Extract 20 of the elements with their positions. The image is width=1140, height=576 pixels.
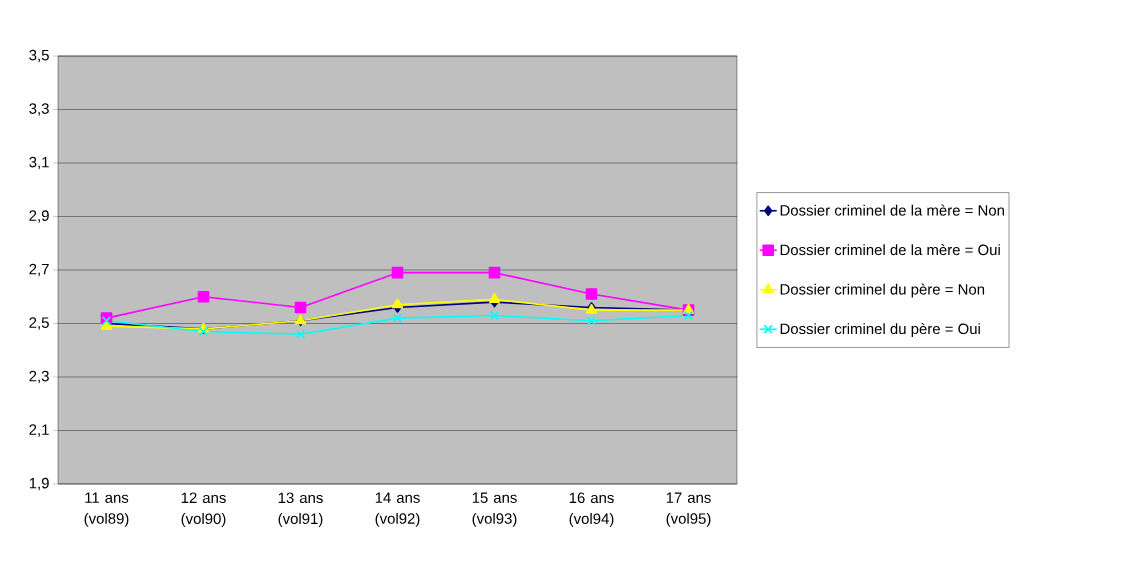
x-tick-label: 15 ans (vol93): [472, 492, 517, 527]
x-tick-label: 14 ans (vol92): [375, 492, 420, 527]
y-tick-label: 2,5: [29, 317, 49, 330]
x-tick-label: 16 ans (vol94): [569, 492, 614, 527]
y-tick-label: 2,1: [29, 424, 49, 437]
legend-label: Dossier criminel de la mère = Oui: [780, 244, 1000, 256]
x-tick-label: 12 ans (vol90): [181, 492, 226, 527]
y-tick-label: 3,3: [29, 103, 49, 116]
y-tick-label: 3,5: [29, 49, 49, 63]
legend-label: Dossier criminel de la mère = Non: [780, 204, 1004, 216]
y-tick-label: 2,3: [29, 370, 49, 384]
x-tick-label: 17 ans (vol95): [666, 492, 711, 527]
x-tick-label: 13 ans (vol91): [278, 492, 323, 527]
y-tick-label: 2,9: [29, 210, 49, 223]
legend-label: Dossier criminel du père = Non: [780, 283, 985, 298]
y-tick-label: 1,9: [29, 477, 49, 491]
x-tick-label: 11 ans (vol89): [84, 492, 129, 527]
legend-label: Dossier criminel du père = Oui: [780, 322, 980, 338]
y-tick-label: 3,1: [29, 156, 49, 170]
y-tick-label: 2,7: [29, 263, 49, 277]
